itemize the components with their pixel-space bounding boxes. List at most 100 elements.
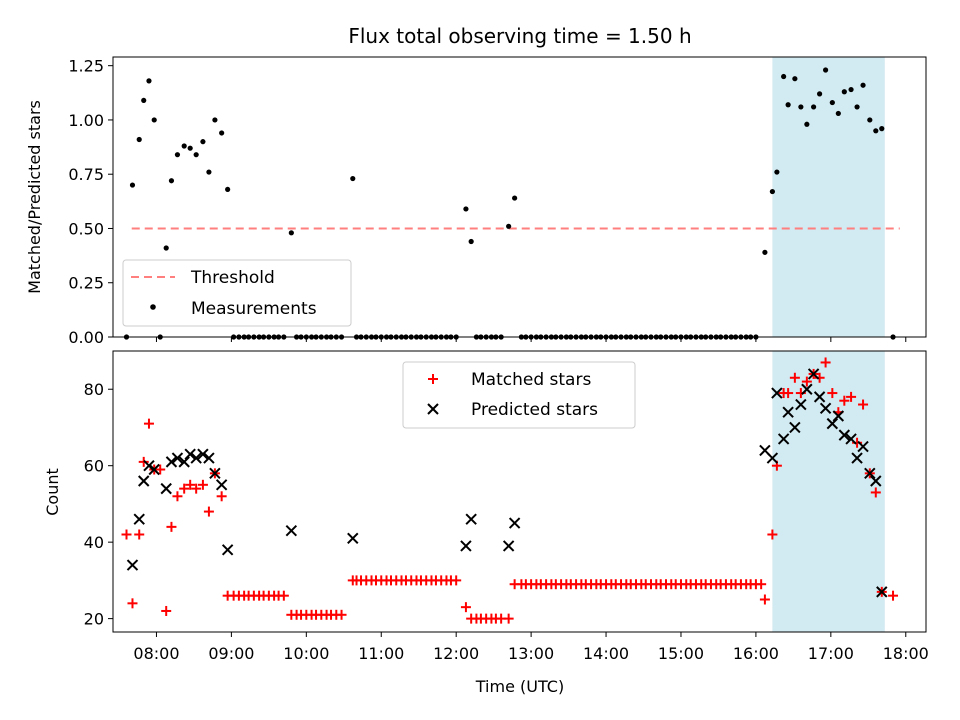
predicted-legend-marker bbox=[427, 403, 439, 415]
top-legend-box bbox=[122, 259, 352, 327]
x-tick-label: 14:00 bbox=[583, 644, 629, 663]
measurement-point bbox=[288, 230, 294, 236]
matched-star-point bbox=[179, 483, 190, 494]
predicted-star-point-b bbox=[864, 467, 876, 480]
measurement-point bbox=[512, 195, 518, 201]
measurement-point bbox=[212, 117, 218, 123]
bottom-y-tick-label: 20 bbox=[84, 610, 104, 629]
predicted-star-point-b bbox=[777, 433, 790, 445]
measurement-point bbox=[129, 182, 136, 188]
predicted-star-point-b bbox=[771, 387, 783, 399]
measurement-point bbox=[792, 76, 798, 82]
predicted-star-point-b bbox=[148, 463, 160, 476]
top-y-tick-label: 0.00 bbox=[68, 328, 104, 347]
top-y-tick-label: 0.25 bbox=[68, 274, 104, 293]
measurement-point bbox=[350, 175, 356, 182]
predicted-star-point-b bbox=[832, 410, 845, 422]
measurements-legend-swatch bbox=[150, 304, 156, 310]
matched-star-point bbox=[172, 491, 183, 502]
predicted-star-point-b bbox=[178, 456, 190, 468]
threshold-legend-label: Threshold bbox=[190, 268, 275, 288]
matched-star-point bbox=[336, 609, 347, 620]
measurement-point bbox=[200, 139, 206, 145]
top-highlight-span bbox=[772, 57, 885, 337]
predicted-star-point-b bbox=[766, 452, 779, 464]
predicted-star-point bbox=[460, 540, 472, 552]
matched-star-point bbox=[134, 529, 145, 540]
predicted-star-point bbox=[215, 479, 228, 491]
predicted-star-point-b bbox=[197, 448, 209, 460]
predicted-star-point bbox=[502, 540, 515, 552]
predicted-star-point bbox=[813, 391, 826, 403]
matched-star-point bbox=[121, 529, 132, 540]
predicted-star-point-b bbox=[160, 482, 172, 495]
predicted-star-point bbox=[826, 417, 839, 430]
measurement-point bbox=[181, 143, 187, 149]
predicted-star-point-b bbox=[126, 559, 139, 571]
predicted-star-point bbox=[876, 586, 888, 598]
measurement-point bbox=[816, 91, 823, 97]
measurements-legend-label: Measurements bbox=[191, 299, 317, 319]
measurement-point bbox=[822, 67, 829, 73]
predicted-star-point-b bbox=[138, 475, 150, 487]
measurement-point bbox=[785, 102, 791, 108]
predicted-star-point-b bbox=[838, 429, 851, 441]
matched-star-point bbox=[839, 395, 850, 406]
predicted-star-point bbox=[819, 402, 832, 415]
predicted-star-point bbox=[347, 532, 359, 545]
predicted-star-point-b bbox=[857, 440, 869, 453]
predicted-star-point-b bbox=[460, 540, 472, 552]
measurement-point bbox=[867, 117, 873, 123]
x-axis-label: Time (UTC) bbox=[475, 677, 564, 696]
predicted-star-point bbox=[795, 398, 807, 411]
x-tick-label: 16:00 bbox=[733, 644, 779, 663]
predicted-star-point bbox=[133, 513, 145, 525]
predicted-star-point-b bbox=[133, 513, 145, 525]
matched-star-point bbox=[801, 376, 812, 387]
matched-star-point bbox=[888, 590, 899, 601]
bottom-y-tick-label: 80 bbox=[84, 380, 104, 399]
matched-legend-swatch bbox=[428, 374, 438, 384]
measurement-point bbox=[225, 186, 231, 193]
predicted-star-point-b bbox=[813, 391, 826, 403]
measurement-point bbox=[873, 128, 879, 134]
predicted-star-point-b bbox=[285, 524, 298, 537]
measurement-point bbox=[879, 126, 885, 132]
matched-star-point bbox=[870, 487, 881, 498]
predicted-star-point bbox=[465, 513, 477, 525]
predicted-star-point bbox=[148, 463, 160, 476]
matched-star-point bbox=[143, 418, 154, 429]
predicted-star-point-b bbox=[782, 406, 794, 418]
predicted-star-point-b bbox=[807, 368, 820, 380]
measurement-point bbox=[187, 145, 193, 151]
matched-star-point bbox=[138, 456, 149, 467]
measurement-point bbox=[174, 152, 181, 158]
predicted-star-point bbox=[160, 482, 172, 495]
predicted-star-point-b bbox=[184, 448, 196, 460]
top-legend: Threshold Measurements bbox=[122, 259, 352, 327]
predicted-star-point bbox=[508, 517, 521, 529]
x-tick-label: 10:00 bbox=[283, 644, 329, 663]
predicted-star-point bbox=[782, 406, 794, 418]
top-panel: 0.00 0.25 0.50 0.75 1.00 1.25 Matched/Predict… bbox=[25, 56, 927, 347]
predicted-star-point bbox=[832, 410, 845, 422]
measurement-point bbox=[206, 169, 212, 175]
measurement-point bbox=[151, 117, 157, 123]
predicted-star-point bbox=[143, 459, 155, 472]
bottom-highlight-span bbox=[772, 351, 885, 632]
predicted-star-point-b bbox=[165, 456, 178, 468]
matched-star-point bbox=[161, 605, 172, 616]
bottom-y-tick-label: 60 bbox=[84, 457, 104, 476]
bottom-legend: Matched stars Predicted stars bbox=[402, 361, 636, 429]
measurement-point bbox=[146, 78, 152, 84]
predicted-star-point-b bbox=[203, 452, 215, 464]
measurement-point bbox=[141, 97, 147, 104]
predicted-star-point bbox=[870, 475, 882, 487]
matched-star-point bbox=[203, 506, 214, 517]
predicted-star-point bbox=[126, 559, 139, 571]
predicted-star-point-b bbox=[143, 459, 155, 472]
measurement-point bbox=[769, 188, 775, 195]
predicted-star-point bbox=[838, 429, 851, 441]
predicted-star-point bbox=[138, 475, 150, 487]
x-tick-label: 15:00 bbox=[658, 644, 704, 663]
